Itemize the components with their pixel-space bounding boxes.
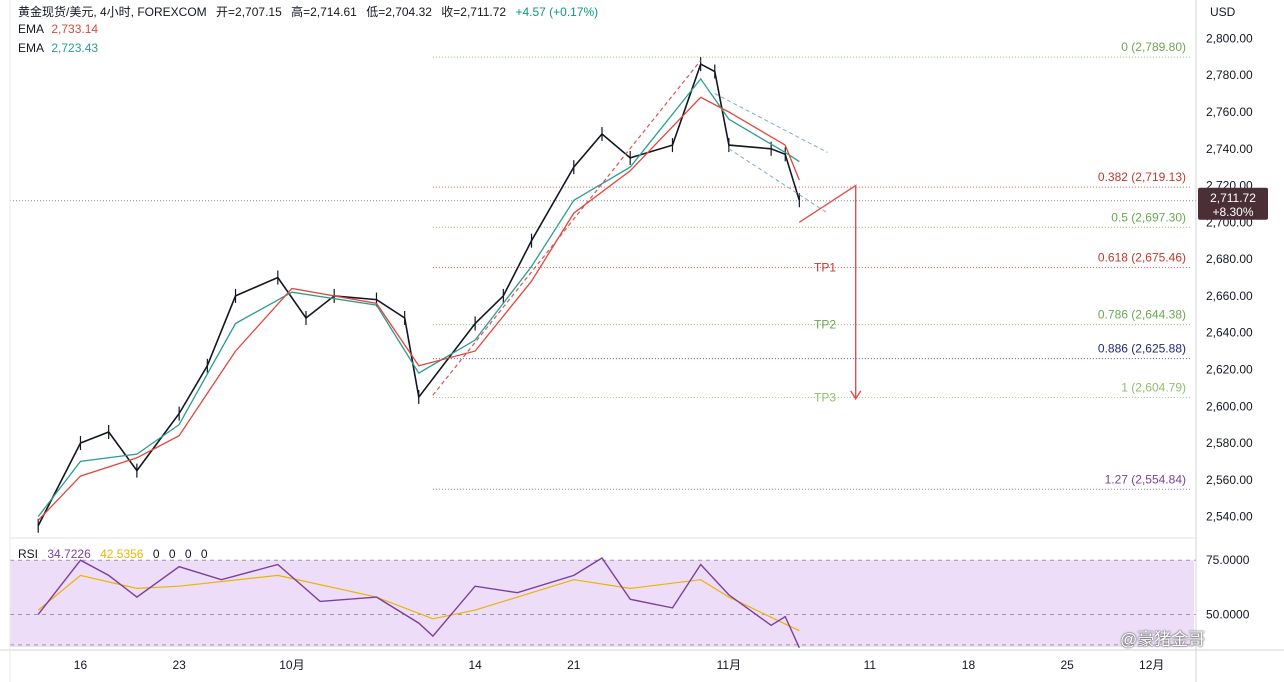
rsi-extra-2: 0 <box>184 547 192 561</box>
change-label: +4.57 (+0.17%) <box>515 5 599 19</box>
y-tick-label: 2,580.00 <box>1206 436 1253 450</box>
fib-level-label: 1.27 (2,554.84) <box>1105 472 1186 486</box>
currency-selector[interactable]: USD <box>1210 5 1236 19</box>
low-label: 低=2,704.32 <box>366 5 432 19</box>
channel-lower-line[interactable] <box>728 148 828 214</box>
watermark-text: @豪猪金哥 <box>1120 630 1206 649</box>
rsi-ma-line[interactable] <box>37 574 800 632</box>
x-tick-label: 10月 <box>279 658 304 672</box>
ema-slow-value: 2,723.43 <box>51 41 99 55</box>
ema-slow-name: EMA <box>18 41 45 55</box>
rsi-ma-value: 42.5356 <box>100 547 144 561</box>
chart-header: 黄金现货/美元, 4小时, FOREXCOM 开=2,707.15 高=2,71… <box>18 3 604 20</box>
y-tick-label: 2,540.00 <box>1206 510 1253 524</box>
y-tick-label: 2,620.00 <box>1206 362 1253 376</box>
open-label: 开=2,707.15 <box>216 5 282 19</box>
price-series-line[interactable] <box>37 62 801 527</box>
x-tick-label: 11月 <box>717 658 741 672</box>
symbol-label: 黄金现货/美元, 4小时, FOREXCOM <box>18 5 207 19</box>
target-label: TP3 <box>814 390 836 404</box>
ema-fast-name: EMA <box>18 22 45 36</box>
x-tick-label: 21 <box>567 658 581 672</box>
close-label: 收=2,711.72 <box>441 5 507 19</box>
ema-fast-value: 2,733.14 <box>51 22 99 36</box>
rsi-extra-1: 0 <box>168 547 176 561</box>
x-tick-label: 11 <box>864 658 877 672</box>
y-tick-label: 2,680.00 <box>1206 252 1253 266</box>
rsi-extra-0: 0 <box>152 547 160 561</box>
y-tick-label: 2,600.00 <box>1206 399 1253 413</box>
rsi-value: 34.7226 <box>47 547 91 561</box>
fib-level-label: 0.618 (2,675.46) <box>1098 250 1186 264</box>
y-tick-label: 2,640.00 <box>1206 326 1253 340</box>
fib-level-label: 0.786 (2,644.38) <box>1098 308 1186 322</box>
target-label: TP2 <box>814 318 836 332</box>
x-tick-label: 14 <box>468 658 482 672</box>
x-tick-label: 18 <box>962 658 976 672</box>
fib-level-label: 0.5 (2,697.30) <box>1111 210 1186 224</box>
x-tick-label: 16 <box>74 658 88 672</box>
y-tick-label: 2,660.00 <box>1206 289 1253 303</box>
ema-fast-legend[interactable]: EMA 2,733.14 <box>18 22 98 36</box>
price-tag <box>1198 187 1268 220</box>
channel-upper-line[interactable] <box>714 93 828 153</box>
uptrend-dashed-line[interactable] <box>432 60 702 396</box>
projection-path[interactable] <box>798 184 857 399</box>
rsi-legend[interactable]: RSI 34.7226 42.5356 0 0 0 0 <box>18 547 214 561</box>
rsi-tick-label: 50.0000 <box>1206 607 1250 621</box>
x-tick-label: 12月 <box>1139 658 1164 672</box>
high-label: 高=2,714.61 <box>291 5 357 19</box>
fib-level-label: 0 (2,789.80) <box>1121 40 1186 54</box>
ema-slow-legend[interactable]: EMA 2,723.43 <box>18 41 98 55</box>
rsi-tick-label: 75.0000 <box>1206 553 1250 567</box>
y-tick-label: 2,760.00 <box>1206 105 1253 119</box>
projection-arrowhead <box>850 390 862 401</box>
rsi-band <box>10 560 1194 647</box>
fib-level-label: 0.886 (2,625.88) <box>1098 342 1186 356</box>
rsi-line[interactable] <box>37 557 800 648</box>
y-tick-label: 2,560.00 <box>1206 473 1253 487</box>
fib-level-label: 0.382 (2,719.13) <box>1098 170 1186 184</box>
rsi-extra-3: 0 <box>200 547 208 561</box>
price-tag-value: 2,711.72 <box>1210 191 1256 205</box>
x-tick-label: 25 <box>1060 658 1074 672</box>
y-tick-label: 2,780.00 <box>1206 68 1253 82</box>
y-tick-label: 2,740.00 <box>1206 142 1253 156</box>
y-tick-label: 2,800.00 <box>1206 31 1253 45</box>
ema-slow-line[interactable] <box>37 96 800 521</box>
x-tick-label: 23 <box>172 658 186 672</box>
fib-level-label: 1 (2,604.79) <box>1121 380 1186 394</box>
target-label: TP1 <box>814 260 836 274</box>
rsi-name: RSI <box>18 547 39 561</box>
ema-fast-line[interactable] <box>37 77 800 517</box>
price-tag-pct: +8.30% <box>1212 205 1253 219</box>
